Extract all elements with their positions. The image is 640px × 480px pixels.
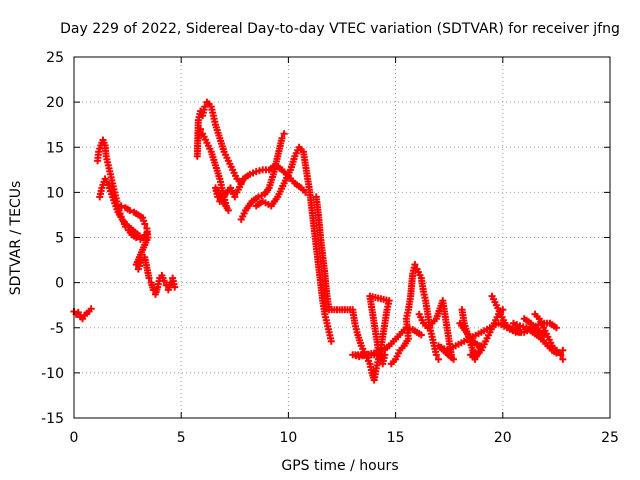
data-point [432,351,440,359]
data-point [552,324,560,332]
x-tick-label: 5 [177,430,186,446]
data-point [196,125,204,133]
y-tick-label: 0 [55,276,64,292]
data-point [201,103,209,111]
chart-title: Day 229 of 2022, Sidereal Day-to-day VTE… [60,21,620,37]
y-tick-label: -10 [41,366,64,382]
data-point [74,308,82,316]
data-point [141,220,149,228]
data-point [126,206,134,214]
data-point [117,202,125,210]
y-tick-label: 5 [55,231,64,247]
data-points [70,98,567,384]
data-point [559,355,567,363]
data-point [160,277,168,285]
x-tick-label: 25 [601,430,619,446]
y-tick-label: 20 [46,95,64,111]
x-tick-label: 10 [279,430,297,446]
x-tick-label: 20 [494,430,512,446]
data-point [499,306,507,314]
y-tick-label: 10 [46,185,64,201]
data-point [87,305,95,313]
data-point [145,274,153,282]
x-tick-label: 0 [70,430,79,446]
data-point [171,283,179,291]
data-point [417,331,425,339]
data-point [411,261,419,269]
data-point [135,232,143,240]
y-tick-label: 15 [46,140,64,156]
data-point [557,351,565,359]
y-tick-label: 25 [46,50,64,66]
data-point [540,331,548,339]
data-point [559,346,567,354]
data-point [477,342,485,350]
grid-lines [74,57,610,418]
x-axis-label: GPS time / hours [281,458,398,474]
data-point [79,315,87,323]
y-tick-label: -15 [41,411,64,427]
data-point [434,355,442,363]
y-axis-label: SDTVAR / TECUs [8,181,24,296]
y-tick-label: -5 [50,321,64,337]
data-point [280,130,288,138]
x-tick-label: 15 [387,430,405,446]
data-point [327,337,335,345]
data-point [278,134,286,142]
axis-ticks: 0 5 10 15 20 25 -15 -10 -5 0 5 10 15 20 25 [41,50,619,446]
data-point [231,193,239,201]
